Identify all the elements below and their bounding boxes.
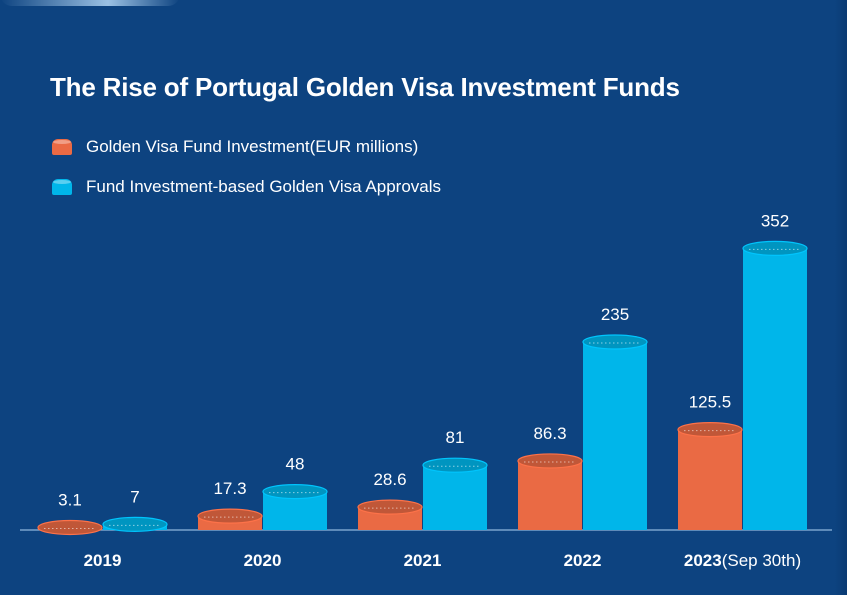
legend-item-approvals: Fund Investment-based Golden Visa Approv… — [52, 174, 441, 200]
x-tick-label-2019: 2019 — [84, 551, 122, 570]
bar-cap-approvals — [742, 240, 808, 256]
bar-investment-2019 — [37, 519, 103, 536]
bar-body-approvals — [743, 248, 807, 530]
decorative-glow — [0, 0, 180, 6]
value-label-approvals-2021: 81 — [446, 428, 465, 447]
bar-cap-investment — [357, 499, 423, 515]
bar-cap-approvals — [422, 457, 488, 473]
value-label-approvals-2019: 7 — [130, 487, 139, 506]
chart-title: The Rise of Portugal Golden Visa Investm… — [50, 72, 680, 102]
bar-cap-approvals — [102, 516, 168, 533]
value-label-approvals-2023: 352 — [761, 211, 789, 230]
legend-swatch-approvals — [52, 179, 72, 195]
legend-swatch-investment — [52, 139, 72, 155]
bar-cap-approvals — [262, 484, 328, 500]
bar-body-approvals — [583, 342, 647, 530]
bar-approvals-2023 — [742, 240, 808, 530]
x-tick-label-2020: 2020 — [244, 551, 282, 570]
bar-body-approvals — [263, 491, 327, 530]
bar-approvals-2021 — [422, 457, 488, 530]
value-label-investment-2021: 28.6 — [373, 470, 406, 489]
bar-cap-investment — [37, 519, 103, 536]
legend-item-investment: Golden Visa Fund Investment(EUR millions… — [52, 134, 441, 160]
bar-approvals-2019 — [102, 516, 168, 533]
bar-investment-2023 — [677, 422, 743, 530]
value-label-investment-2020: 17.3 — [213, 479, 246, 498]
bar-body-approvals — [423, 465, 487, 530]
bar-cap-approvals — [582, 334, 648, 350]
value-label-investment-2023: 125.5 — [689, 393, 732, 412]
bar-investment-2021 — [357, 499, 423, 530]
bar-approvals-2022 — [582, 334, 648, 530]
value-label-investment-2022: 86.3 — [533, 424, 566, 443]
legend-label-investment: Golden Visa Fund Investment(EUR millions… — [86, 137, 419, 156]
bar-cap-investment — [197, 508, 263, 524]
value-label-investment-2019: 3.1 — [58, 491, 82, 510]
bar-cap-investment — [677, 422, 743, 438]
bar-investment-2020 — [197, 508, 263, 530]
x-tick-label-2023: 2023(Sep 30th) — [684, 551, 801, 570]
value-label-approvals-2022: 235 — [601, 305, 629, 324]
legend: Golden Visa Fund Investment(EUR millions… — [52, 134, 441, 214]
legend-label-approvals: Fund Investment-based Golden Visa Approv… — [86, 177, 442, 196]
bar-body-investment — [518, 460, 582, 530]
bar-cap-investment — [517, 453, 583, 469]
x-tick-label-2022: 2022 — [564, 551, 602, 570]
decorative-edge — [835, 0, 847, 595]
bar-investment-2022 — [517, 453, 583, 530]
bar-body-investment — [678, 429, 742, 530]
value-label-approvals-2020: 48 — [286, 455, 305, 474]
bar-approvals-2020 — [262, 484, 328, 530]
x-tick-label-2021: 2021 — [404, 551, 442, 570]
